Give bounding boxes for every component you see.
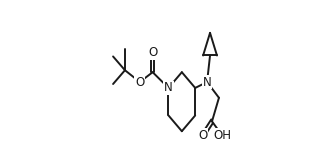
Text: O: O: [135, 76, 144, 89]
Text: OH: OH: [213, 129, 231, 142]
Text: N: N: [164, 81, 173, 94]
Text: O: O: [148, 46, 157, 59]
Text: O: O: [198, 129, 208, 142]
Text: N: N: [203, 76, 211, 89]
